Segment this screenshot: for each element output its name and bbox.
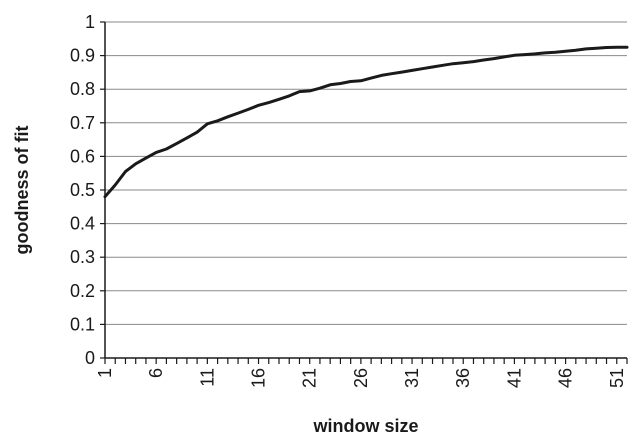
x-tick-label: 46 <box>556 368 576 388</box>
y-tick-label: 0 <box>85 348 95 368</box>
y-tick-label: 0.9 <box>70 46 95 66</box>
gridlines <box>105 21 627 325</box>
x-tick-label: 11 <box>197 368 217 387</box>
y-tick-label: 0.2 <box>70 281 95 301</box>
x-tick-label: 41 <box>504 368 524 388</box>
y-tick-label: 0.4 <box>70 214 95 234</box>
x-tick-label: 36 <box>453 368 473 388</box>
y-tick-label: 0.6 <box>70 146 95 166</box>
x-tick-label: 6 <box>146 368 166 378</box>
x-tick-label: 26 <box>351 368 371 388</box>
series-line <box>103 45 629 199</box>
y-tick-label: 0.3 <box>70 247 95 267</box>
x-tick-label: 21 <box>300 368 320 388</box>
y-tick-label: 0.1 <box>70 314 95 334</box>
x-tick-label: 16 <box>249 368 269 388</box>
x-axis-title: window size <box>312 416 418 436</box>
y-tick-label: 0.7 <box>70 113 95 133</box>
x-tick-label: 51 <box>607 368 627 388</box>
y-tick-label: 0.5 <box>70 180 95 200</box>
y-axis-title: goodness of fit <box>12 126 32 255</box>
x-tick-label: 1 <box>95 368 115 378</box>
y-tick-label: 1 <box>85 12 95 32</box>
x-tick-label: 31 <box>402 368 422 388</box>
y-tick-label: 0.8 <box>70 79 95 99</box>
y-axis-ticks: 0 0.1 0.2 0.3 0.4 0.5 0.6 0.7 0.8 0.9 1 <box>70 12 105 368</box>
x-axis-ticks: 1 6 11 16 21 26 31 36 41 46 51 <box>95 358 628 388</box>
